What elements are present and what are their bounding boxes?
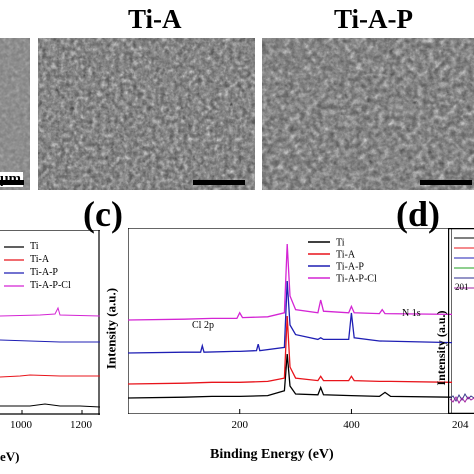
x-tick-label-200: 200 <box>231 419 248 431</box>
series-line-ti-a-p <box>128 280 452 354</box>
annotation-n1s: N 1s <box>402 308 421 319</box>
series-line-ti-a-p-cl <box>128 243 452 321</box>
panel-d-ylabel: Intensity (a.u.) <box>434 310 448 386</box>
sem-texture-ti <box>0 38 30 190</box>
panel-c-ylabel: Intensity (a.u.) <box>103 287 119 370</box>
left-legend: Ti Ti-A Ti-A-P Ti-A-P-Cl <box>30 240 71 292</box>
panel-label-c: (c) <box>83 194 123 234</box>
panel-c-xlabel: Binding Energy (eV) <box>210 447 334 462</box>
panel-label-d: (d) <box>396 194 440 234</box>
left-line-ti-a-p <box>0 339 100 343</box>
left-legend-ti-a-p: Ti-A-P <box>30 267 58 278</box>
left-panel-plot <box>0 230 100 415</box>
left-legend-ti-a: Ti-A <box>30 254 50 265</box>
xps-high-res-chart <box>448 228 474 414</box>
panel-title-ti-a: Ti-A <box>128 4 182 34</box>
left-xlabel-fragment: eV) <box>0 449 20 464</box>
left-line-ti <box>0 403 100 408</box>
legend-label-ti-a-p: Ti-A-P <box>336 262 364 273</box>
d-spectrum-line <box>449 392 474 403</box>
panel-title-ti-a-p: Ti-A-P <box>334 4 413 34</box>
panel-d-tick-204: 204 <box>452 419 469 431</box>
panel-d-peak-label: 201 <box>455 282 469 292</box>
left-legend-ti-a-p-cl: Ti-A-P-Cl <box>30 280 71 291</box>
legend-label-ti-a-p-cl: Ti-A-P-Cl <box>336 274 377 285</box>
left-legend-ti: Ti <box>30 241 39 252</box>
left-tick-label-1000: 1000 <box>10 419 32 431</box>
d-spectrum-line-2 <box>449 395 474 405</box>
left-line-ti-a-p-cl <box>0 306 100 317</box>
series-line-ti-a <box>128 315 452 385</box>
scale-bar-ti-a <box>193 180 245 185</box>
series-line-ti <box>128 353 452 399</box>
legend-label-ti: Ti <box>336 238 345 249</box>
left-line-ti-a <box>0 374 100 378</box>
annotation-cl2p: Cl 2p <box>192 320 214 331</box>
scale-bar-ti <box>0 180 24 185</box>
sem-image-ti <box>0 38 30 190</box>
sem-texture-ti-a <box>38 38 255 190</box>
legend-label-ti-a: Ti-A <box>336 250 356 261</box>
sem-image-ti-a <box>38 38 255 190</box>
sem-texture-ti-a-p <box>262 38 474 190</box>
x-tick-label-400: 400 <box>343 419 360 431</box>
scale-bar-ti-a-p <box>420 180 472 185</box>
left-tick-label-1200: 1200 <box>70 419 92 431</box>
xps-x-ticks: 200 400 <box>128 420 452 434</box>
sem-image-ti-a-p <box>262 38 474 190</box>
